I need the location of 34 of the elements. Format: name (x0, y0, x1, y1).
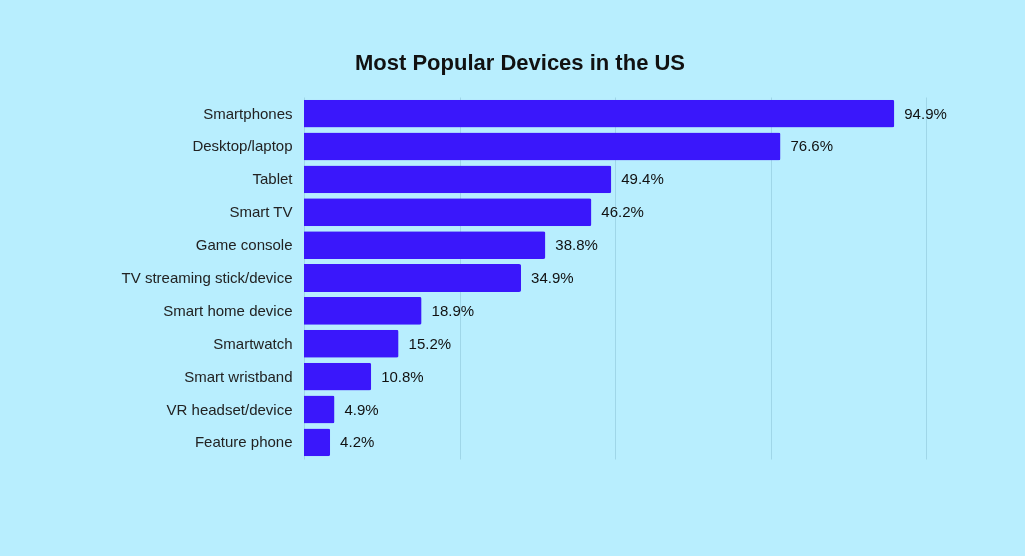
data-label: 38.8% (555, 236, 598, 254)
bar (304, 329, 399, 358)
data-label: 46.2% (601, 203, 644, 221)
bar (304, 165, 612, 194)
chart-title: Most Popular Devices in the US (354, 50, 686, 75)
y-tick-label: Desktop/laptop (192, 137, 293, 155)
bar (304, 132, 781, 161)
bar (304, 296, 422, 325)
y-tick-label: Smart TV (229, 203, 293, 221)
y-tick-label: Game console (195, 236, 293, 254)
data-label: 34.9% (531, 269, 574, 286)
data-label: 4.9% (344, 400, 379, 418)
y-tick-label: TV streaming stick/device (121, 269, 293, 286)
data-label: 94.9% (904, 104, 947, 122)
data-label: 4.2% (340, 433, 375, 451)
y-tick-label: Smart home device (163, 301, 293, 319)
y-tick-label: Tablet (252, 170, 294, 188)
bar (304, 99, 895, 128)
data-label: 10.8% (381, 367, 424, 385)
data-label: 15.2% (408, 334, 452, 352)
bar (304, 428, 331, 457)
bar (304, 198, 592, 227)
y-tick-label: VR headset/device (166, 400, 293, 418)
y-tick-label: Smart wristband (184, 367, 293, 385)
bar (304, 395, 335, 424)
bar (304, 264, 522, 292)
data-label: 49.4% (621, 170, 664, 188)
y-tick-label: Smartphones (203, 104, 293, 122)
data-label: 76.6% (790, 137, 833, 155)
bar (304, 231, 546, 260)
y-tick-label: Smartwatch (213, 334, 293, 352)
bar (304, 362, 372, 391)
y-tick-label: Feature phone (194, 433, 293, 451)
data-label: 18.9% (431, 301, 475, 319)
